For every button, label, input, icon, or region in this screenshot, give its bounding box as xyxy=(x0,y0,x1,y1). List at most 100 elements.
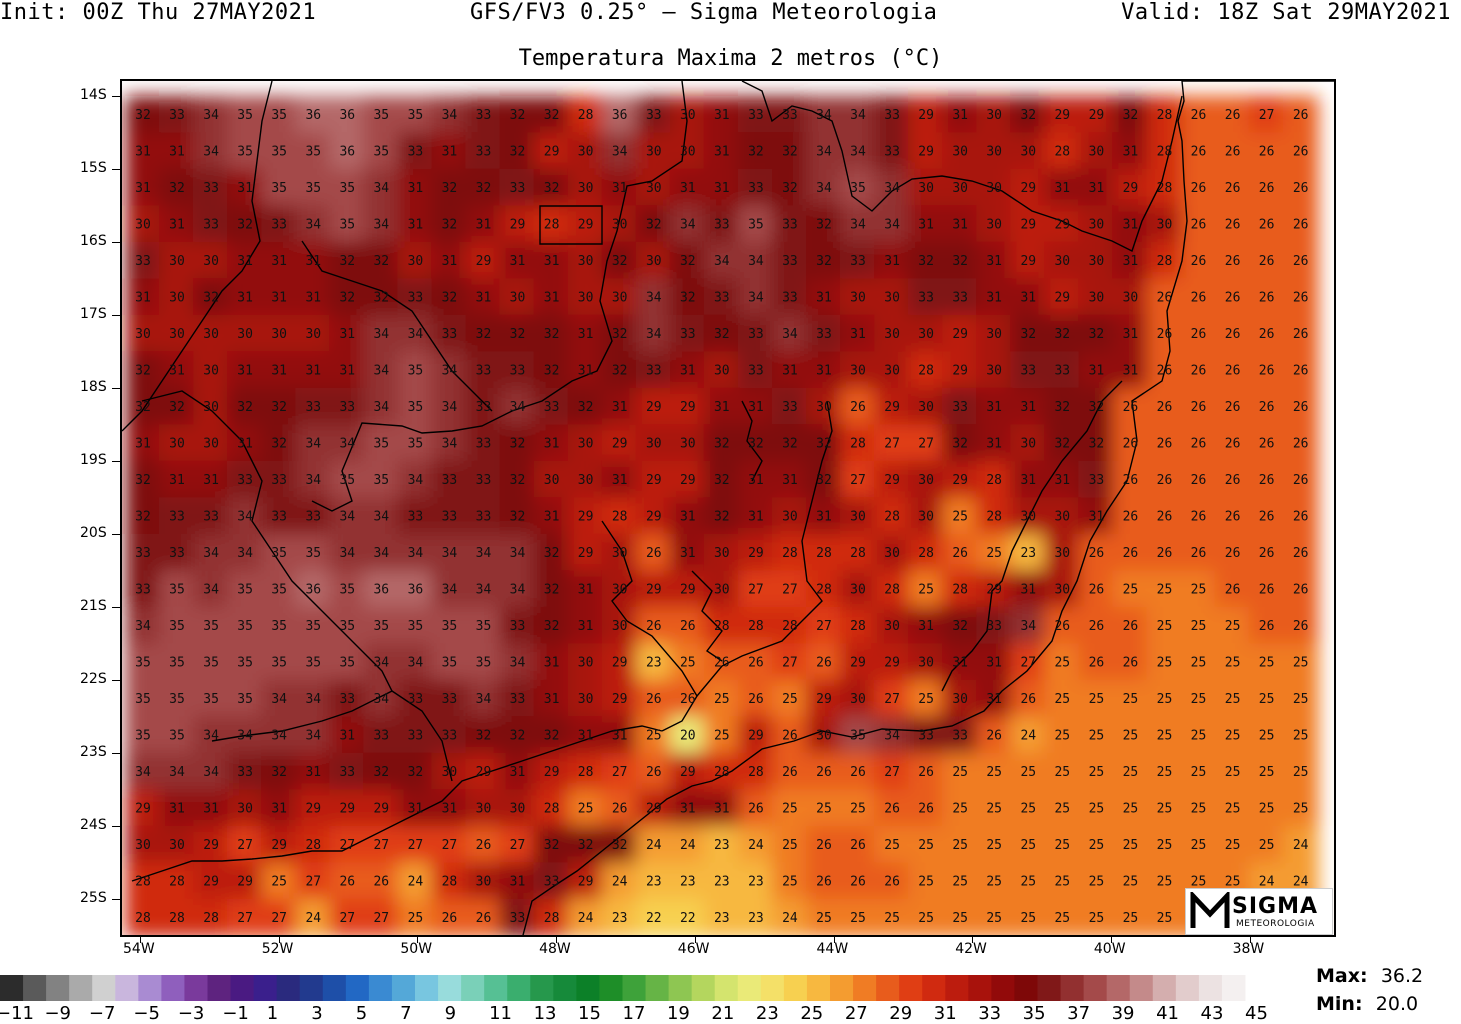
grid-value: 29 xyxy=(578,510,594,525)
field-cell xyxy=(1146,752,1183,792)
field-cell xyxy=(737,643,774,682)
grid-value: 23 xyxy=(748,875,764,890)
field-cell xyxy=(771,241,808,281)
grid-value: 26 xyxy=(1225,108,1241,123)
grid-value: 34 xyxy=(237,546,253,561)
field-cell xyxy=(159,241,195,281)
field-cell xyxy=(635,679,672,719)
grid-value: 32 xyxy=(510,108,526,123)
field-cell xyxy=(669,643,706,682)
field-cell xyxy=(1078,168,1115,208)
grid-value: 29 xyxy=(986,583,1002,598)
field-cell xyxy=(1078,862,1115,901)
field-cell xyxy=(465,497,502,536)
field-cell xyxy=(635,351,672,390)
field-cell xyxy=(329,314,366,354)
state-border xyxy=(941,380,1123,692)
grid-value: 30 xyxy=(714,583,730,598)
field-cell xyxy=(942,606,979,646)
grid-value: 29 xyxy=(237,875,253,890)
grid-value: 26 xyxy=(680,619,696,634)
field-cell xyxy=(806,314,842,354)
grid-value: 25 xyxy=(1259,838,1275,853)
field-cell xyxy=(840,752,876,792)
field-cell xyxy=(363,570,400,609)
grid-value: 25 xyxy=(1293,765,1309,780)
grid-value: 33 xyxy=(952,729,968,744)
grid-value: 32 xyxy=(544,327,560,342)
grid-value: 26 xyxy=(1293,181,1309,196)
grid-value: 30 xyxy=(986,181,1002,196)
field-cell xyxy=(227,752,264,792)
grid-value: 36 xyxy=(612,108,628,123)
field-cell xyxy=(908,95,945,135)
grid-value: 30 xyxy=(169,254,185,269)
grid-value: 34 xyxy=(748,291,764,306)
grid-value: 34 xyxy=(884,729,900,744)
grid-value: 35 xyxy=(169,619,185,634)
field-cell xyxy=(295,752,332,792)
grid-value: 30 xyxy=(135,838,151,853)
grid-value: 33 xyxy=(782,400,798,415)
grid-value: 29 xyxy=(646,473,662,488)
field-cell xyxy=(703,460,740,500)
field-cell xyxy=(159,497,195,536)
field-cell xyxy=(1214,570,1251,609)
sigma-logo: SIGMA METEOROLOGIA xyxy=(1185,888,1333,935)
field-cell xyxy=(771,679,808,719)
field-cell xyxy=(261,424,298,463)
field-cell xyxy=(1078,643,1115,682)
field-cell xyxy=(329,898,366,935)
latitude-label: 18S xyxy=(80,379,107,395)
grid-value: 34 xyxy=(135,765,151,780)
colorbar-swatch xyxy=(345,975,370,1001)
field-cell xyxy=(261,241,298,281)
grid-value: 32 xyxy=(1089,327,1105,342)
field-cell xyxy=(771,314,808,354)
field-cell xyxy=(1044,132,1081,171)
grid-value: 25 xyxy=(1157,583,1173,598)
field-cell xyxy=(1112,95,1149,135)
grid-value: 35 xyxy=(373,145,389,160)
field-cell xyxy=(1010,643,1047,682)
grid-value: 36 xyxy=(408,583,424,598)
field-cell xyxy=(1078,205,1115,244)
grid-value: 25 xyxy=(1020,838,1036,853)
grid-value: 34 xyxy=(612,145,628,160)
field-cell xyxy=(1146,606,1183,646)
field-cell xyxy=(942,351,979,390)
field-cell xyxy=(806,460,842,500)
grid-value: 26 xyxy=(1123,656,1139,671)
field-cell xyxy=(635,132,672,171)
field-cell xyxy=(125,351,161,390)
field-cell xyxy=(431,95,468,135)
colorbar-swatch xyxy=(945,975,969,1001)
grid-value: 31 xyxy=(578,619,594,634)
grid-value: 30 xyxy=(237,802,253,817)
field-cell xyxy=(499,789,536,828)
field-cell xyxy=(567,205,604,244)
grid-value: 29 xyxy=(816,692,832,707)
field-cell xyxy=(874,497,911,536)
grid-value: 26 xyxy=(476,911,492,926)
grid-value: 32 xyxy=(714,473,730,488)
field-cell xyxy=(1282,241,1319,281)
grid-value: 28 xyxy=(918,546,934,561)
grid-value: 26 xyxy=(1259,546,1275,561)
grid-value: 30 xyxy=(203,364,219,379)
grid-value: 25 xyxy=(1054,692,1070,707)
grid-value: 29 xyxy=(952,473,968,488)
field-cell xyxy=(1078,95,1115,135)
grid-value: 34 xyxy=(510,656,526,671)
grid-value: 35 xyxy=(408,619,424,634)
grid-value: 34 xyxy=(476,546,492,561)
field-cell xyxy=(908,862,945,901)
grid-value: 29 xyxy=(203,838,219,853)
grid-value: 31 xyxy=(714,145,730,160)
field-cell xyxy=(1044,241,1081,281)
grid-value: 25 xyxy=(986,765,1002,780)
grid-value: 28 xyxy=(884,510,900,525)
field-cell xyxy=(533,95,570,135)
grid-value: 25 xyxy=(952,802,968,817)
field-cell xyxy=(703,533,740,573)
